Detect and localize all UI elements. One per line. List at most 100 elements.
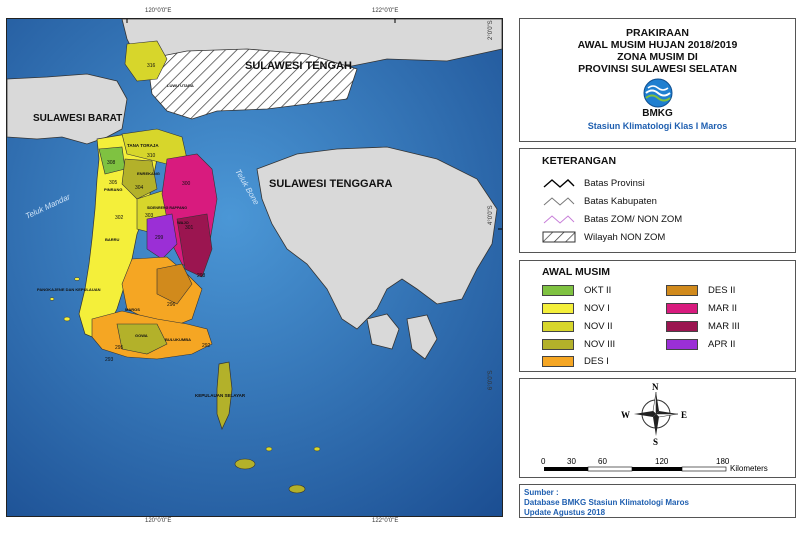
label-tana-toraja: TANA TORAJA — [127, 143, 159, 148]
zom-nov3-south — [116, 323, 168, 355]
awal-musim-panel: AWAL MUSIM OKT II NOV I NOV II NOV III D… — [519, 260, 796, 372]
kabupaten-line-icon — [543, 197, 575, 206]
season-mar-3: MAR III — [666, 319, 740, 333]
provinsi-line-icon — [543, 179, 575, 188]
coord-bottom-left: 120°0'0"E — [145, 518, 172, 524]
zom-number: 302 — [115, 215, 124, 221]
legend-label: Batas Provinsi — [584, 177, 645, 189]
zom-des2 — [156, 263, 193, 305]
season-swatch — [666, 284, 698, 296]
season-nov-2: NOV II — [542, 319, 613, 333]
season-label: APR II — [708, 338, 736, 350]
coord-bottom-right: 122°0'0"E — [372, 518, 399, 524]
zom-apr2 — [146, 213, 178, 260]
small-island — [63, 316, 71, 322]
small-island — [49, 297, 55, 301]
zom-number: 292 — [202, 343, 211, 349]
season-label: DES II — [708, 284, 736, 296]
legend-non-zom: Wilayah NON ZOM — [542, 229, 665, 245]
season-swatch — [542, 320, 574, 332]
zom-number: 298 — [197, 273, 206, 279]
source-line-1: Sumber : — [524, 488, 559, 497]
sultra-region — [256, 146, 498, 330]
season-label: MAR II — [708, 302, 738, 314]
label-maros: MAROS — [125, 307, 140, 312]
source-line-3: Update Agustus 2018 — [524, 508, 606, 517]
season-swatch — [542, 284, 574, 296]
title-line-1: PRAKIRAAN — [626, 27, 689, 39]
compass-e: E — [681, 410, 687, 420]
muna-island — [406, 314, 438, 360]
label-sulteng: SULAWESI TENGAH — [245, 60, 352, 72]
season-des-1: DES I — [542, 354, 609, 368]
sulbar-region — [7, 73, 128, 145]
non-zom-area — [146, 48, 358, 120]
scale-tick-180: 180 — [716, 457, 730, 466]
station-name: Stasiun Klimatologi Klas I Maros — [587, 121, 728, 131]
season-swatch — [666, 320, 698, 332]
coord-right-bottom: 6°0'0"S — [488, 370, 494, 390]
zom-number: 316 — [147, 63, 156, 69]
season-swatch — [542, 355, 574, 367]
small-island — [313, 446, 321, 452]
title-line-4: PROVINSI SULAWESI SELATAN — [578, 63, 737, 75]
zom-number: 296 — [167, 302, 176, 308]
zom-number: 310 — [147, 153, 156, 159]
bmkg-logo-text: BMKG — [642, 108, 673, 119]
legend-batas-kabupaten: Batas Kabupaten — [542, 193, 657, 209]
zom-316 — [124, 40, 168, 82]
zom-number: 308 — [107, 160, 116, 166]
label-pangkajene: PANGKAJENE DAN KEPULAUAN — [37, 287, 101, 292]
legend-label: Batas ZOM/ NON ZOM — [584, 213, 683, 225]
scale-tick-30: 30 — [567, 457, 576, 466]
label-barru: BARRU — [105, 237, 120, 242]
season-swatch — [542, 338, 574, 350]
label-sidrap: SIDENRENG RAPPANG — [147, 206, 187, 210]
zom-number: 305 — [109, 180, 118, 186]
selayar-island — [216, 361, 233, 430]
zom-number: 295 — [115, 345, 124, 351]
season-nov-1: NOV I — [542, 301, 610, 315]
season-nov-3: NOV III — [542, 337, 615, 351]
label-enrekang: ENREKANG — [137, 171, 160, 176]
label-selayar: KEPULAUAN SELAYAR — [195, 393, 246, 398]
season-mar-2: MAR II — [666, 301, 737, 315]
compass-n: N — [652, 382, 659, 392]
awal-musim-heading: AWAL MUSIM — [542, 266, 611, 278]
season-label: NOV II — [584, 320, 613, 332]
compass-s: S — [653, 437, 658, 447]
zom-number: 303 — [145, 213, 154, 219]
source-panel: Sumber : Database BMKG Stasiun Klimatolo… — [519, 484, 796, 518]
season-apr-2: APR II — [666, 337, 735, 351]
compass-scale-graphic: N S E W 0 30 60 120 180 Kilometers — [541, 382, 768, 473]
small-island — [234, 458, 256, 470]
small-island — [74, 277, 80, 281]
label-pinrang: PINRANG — [104, 187, 122, 192]
season-label: NOV III — [584, 338, 616, 350]
zom-mar3 — [176, 213, 213, 278]
season-label: OKT II — [584, 284, 612, 296]
coord-right-top: 2°0'0"S — [488, 20, 494, 40]
map-frame: SULAWESI TENGAH SULAWESI BARAT SULAWESI … — [6, 18, 503, 517]
zom-number: 293 — [105, 357, 114, 363]
compass-panel: N S E W 0 30 60 120 180 Kilometers — [519, 378, 796, 478]
keterangan-panel: KETERANGAN Batas Provinsi Batas Kabupate… — [519, 148, 796, 253]
scale-unit: Kilometers — [730, 464, 768, 473]
season-label: DES I — [584, 355, 609, 367]
map-canvas: SULAWESI TENGAH SULAWESI BARAT SULAWESI … — [7, 19, 502, 516]
legend-label: Batas Kabupaten — [584, 195, 657, 207]
coord-top-left: 120°0'0"E — [145, 8, 172, 14]
hatch-icon — [542, 231, 576, 243]
title-line-3: ZONA MUSIM DI — [617, 51, 698, 63]
keterangan-heading: KETERANGAN — [542, 155, 617, 167]
scale-tick-120: 120 — [655, 457, 669, 466]
small-island — [265, 446, 273, 452]
season-okt-2: OKT II — [542, 283, 611, 297]
scale-tick-60: 60 — [598, 457, 607, 466]
season-label: NOV I — [584, 302, 610, 314]
label-luwu-utara: LUWU UTARA — [167, 83, 194, 88]
zom-number: 300 — [182, 181, 191, 187]
zom-304 — [121, 158, 158, 200]
zom-number: 301 — [185, 225, 194, 231]
title-line-2: AWAL MUSIM HUJAN 2018/2019 — [577, 39, 738, 51]
